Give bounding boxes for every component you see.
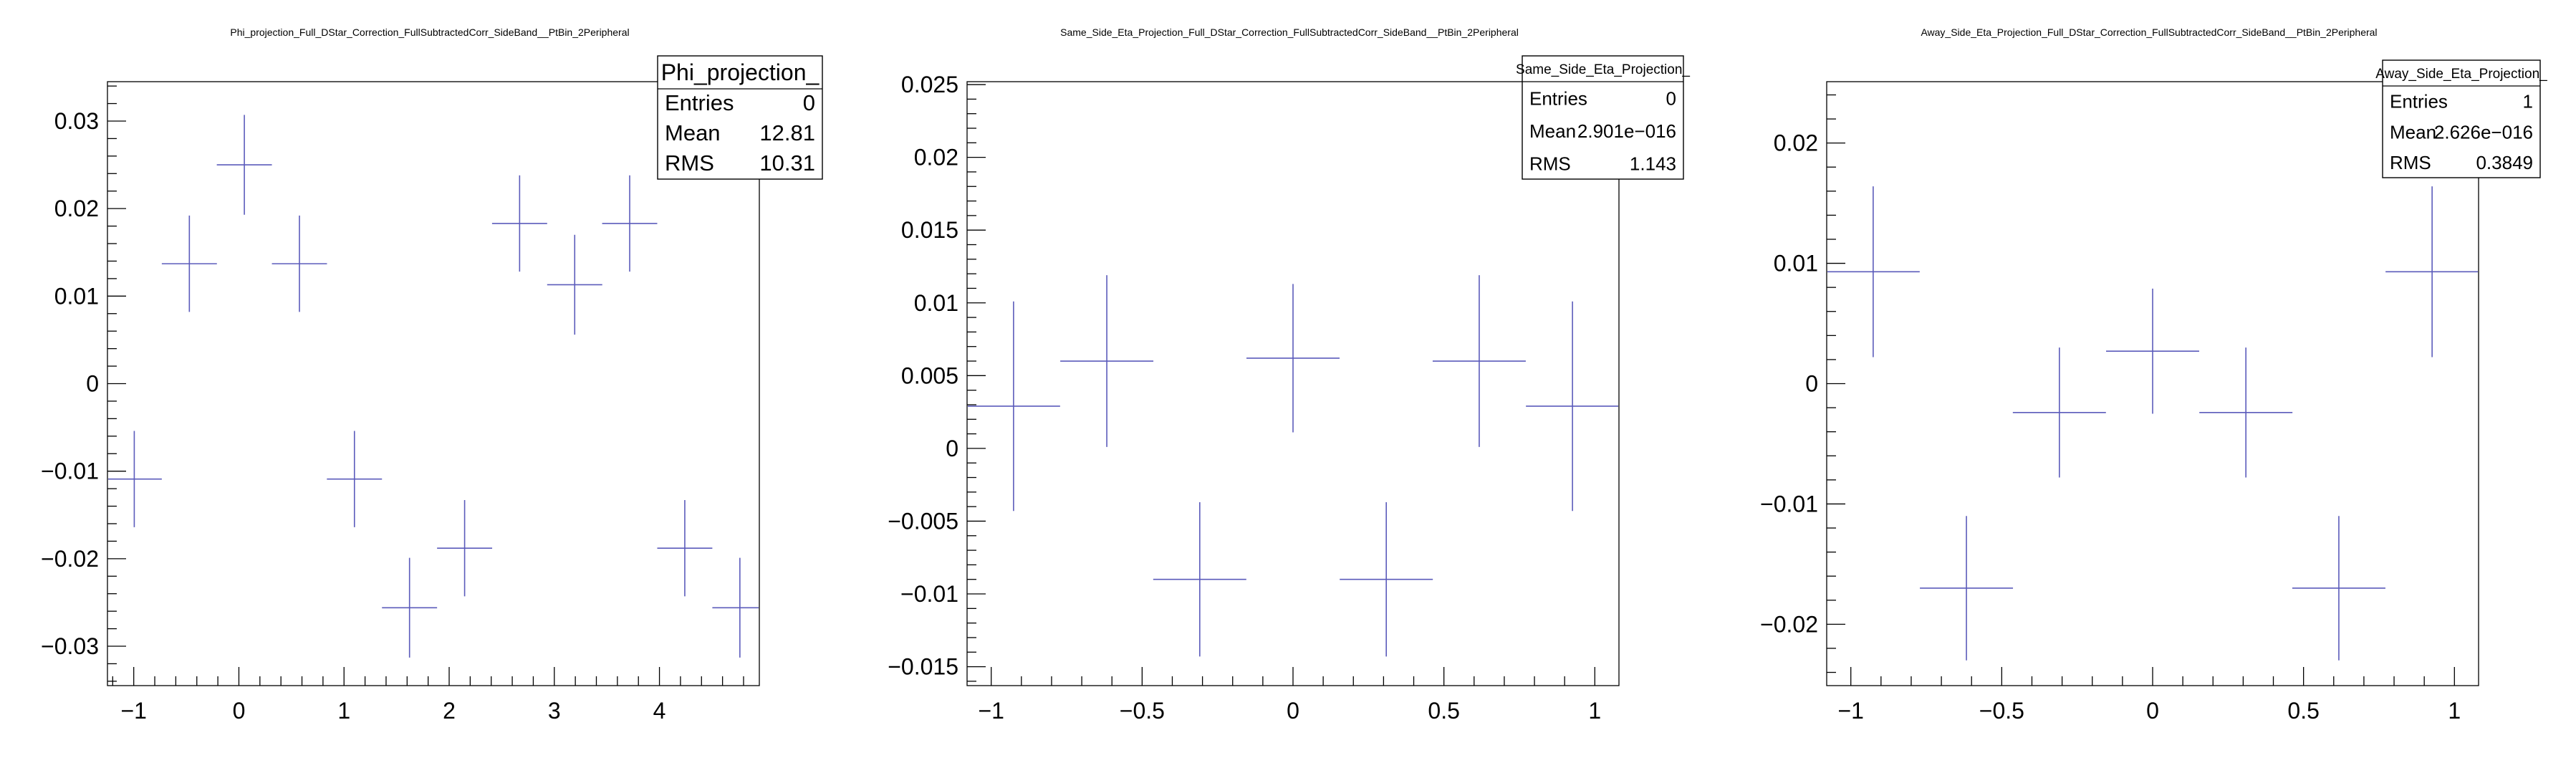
stats-label: Entries: [2390, 91, 2448, 112]
stats-box-frame: [657, 55, 823, 180]
stats-label: Entries: [1529, 88, 1587, 110]
y-tick-label: 0.02: [914, 145, 958, 171]
y-tick-label: 0.03: [54, 108, 99, 134]
stats-value: 12.81: [759, 120, 815, 145]
data-point: [382, 557, 438, 658]
y-tick-label: 0: [946, 436, 958, 461]
y-tick-label: −0.03: [41, 633, 99, 659]
x-tick-label: 1: [2448, 698, 2461, 724]
stats-label: Mean: [2390, 121, 2436, 143]
stats-label: RMS: [2390, 152, 2431, 173]
data-point: [437, 499, 493, 597]
stats-box-name: Away_Side_Eta_Projection_: [2375, 67, 2547, 82]
x-tick-label: −1: [120, 698, 146, 724]
y-tick-label: 0.01: [54, 283, 99, 309]
data-point: [968, 301, 1060, 512]
stats-value: 1: [2523, 91, 2533, 112]
x-tick-label: 3: [548, 698, 561, 724]
x-tick-label: −1: [1837, 698, 1863, 724]
y-tick-label: −0.01: [900, 581, 958, 607]
y-tick-label: −0.015: [888, 654, 958, 680]
stats-label: RMS: [1529, 153, 1571, 174]
y-tick-label: −0.02: [1760, 611, 1818, 637]
x-tick-label: 0.5: [1428, 698, 1459, 724]
x-tick-label: 0: [233, 698, 246, 724]
x-tick-label: −1: [978, 698, 1004, 724]
stats-value: 0: [803, 90, 815, 115]
data-point: [1432, 275, 1526, 447]
y-tick-label: 0.02: [1774, 130, 1818, 156]
chart-title: Phi_projection_Full_DStar_Correction_Ful…: [230, 27, 629, 38]
stats-box-name: Same_Side_Eta_Projection_: [1516, 62, 1690, 77]
data-point: [1526, 301, 1618, 512]
stats-value: 2.626e−016: [2434, 121, 2533, 143]
data-point: [2012, 347, 2106, 478]
chart-title: Away_Side_Eta_Projection_Full_DStar_Corr…: [1921, 27, 2377, 38]
x-tick-label: 2: [443, 698, 456, 724]
x-tick-label: 4: [653, 698, 666, 724]
x-tick-label: 0: [2146, 698, 2159, 724]
data-point: [602, 175, 658, 272]
y-tick-label: 0.02: [54, 196, 99, 221]
y-tick-label: −0.005: [888, 508, 958, 534]
data-point: [1246, 284, 1340, 433]
stats-value: 0.3849: [2476, 152, 2533, 173]
y-tick-label: 0.01: [914, 290, 958, 316]
y-tick-label: −0.01: [41, 459, 99, 484]
data-point: [327, 431, 383, 527]
data-point: [271, 215, 327, 312]
x-tick-label: 1: [337, 698, 350, 724]
y-tick-label: 0.015: [901, 217, 958, 243]
chart-panel-1: Phi_projection_Full_DStar_Correction_Ful…: [41, 27, 823, 724]
x-tick-label: 0.5: [2287, 698, 2319, 724]
data-point: [216, 115, 272, 215]
y-tick-label: 0: [86, 371, 99, 397]
y-tick-label: −0.02: [41, 546, 99, 572]
data-point: [2292, 516, 2385, 661]
chart-panel-2: Same_Side_Eta_Projection_Full_DStar_Corr…: [888, 27, 1690, 724]
stats-value: 1.143: [1630, 153, 1676, 174]
y-tick-label: 0.025: [901, 72, 958, 97]
stats-box: Away_Side_Eta_Projection_ Entries 1 Mean2.6…: [2375, 59, 2547, 178]
x-tick-label: 0: [1287, 698, 1299, 724]
chart-title: Same_Side_Eta_Projection_Full_DStar_Corr…: [1060, 27, 1519, 38]
data-point: [2385, 186, 2478, 357]
data-point: [491, 175, 547, 272]
data-point: [1340, 502, 1433, 657]
stats-box: Phi_projection_ Entries 0 Mean 12.81 RMS 10.31: [657, 55, 823, 180]
x-tick-label: −0.5: [1120, 698, 1165, 724]
stats-box-frame: [2382, 59, 2541, 178]
y-tick-label: 0.01: [1774, 251, 1818, 277]
stats-label: RMS: [665, 150, 714, 176]
x-tick-label: −0.5: [1979, 698, 2024, 724]
stats-box: Same_Side_Eta_Projection_ Entries 0 Mean 2.9…: [1516, 55, 1690, 180]
stats-label: Mean: [1529, 120, 1576, 142]
data-point: [161, 215, 217, 312]
stats-value: 2.901e−016: [1577, 120, 1676, 142]
y-tick-label: 0: [1805, 371, 1818, 397]
y-tick-label: −0.01: [1760, 491, 1818, 517]
data-point: [712, 557, 759, 658]
data-point: [1060, 275, 1154, 447]
stats-box-frame: [1522, 55, 1684, 180]
data-point: [1153, 502, 1246, 657]
stats-label: Entries: [665, 90, 734, 115]
x-tick-label: 1: [1588, 698, 1601, 724]
data-point: [2199, 347, 2293, 478]
chart-panel-3: Away_Side_Eta_Projection_Full_DStar_Corr…: [1760, 27, 2547, 724]
data-point: [2106, 288, 2199, 414]
data-point: [108, 431, 162, 527]
data-point: [1827, 186, 1920, 357]
data-point: [1920, 516, 2014, 661]
data-point: [657, 499, 713, 597]
y-tick-label: 0.005: [901, 363, 958, 388]
stats-box-name: Phi_projection_: [661, 59, 820, 85]
stats-label: Mean: [665, 120, 721, 145]
stats-value: 10.31: [759, 150, 815, 176]
data-point: [547, 234, 602, 335]
stats-value: 0: [1666, 88, 1676, 110]
